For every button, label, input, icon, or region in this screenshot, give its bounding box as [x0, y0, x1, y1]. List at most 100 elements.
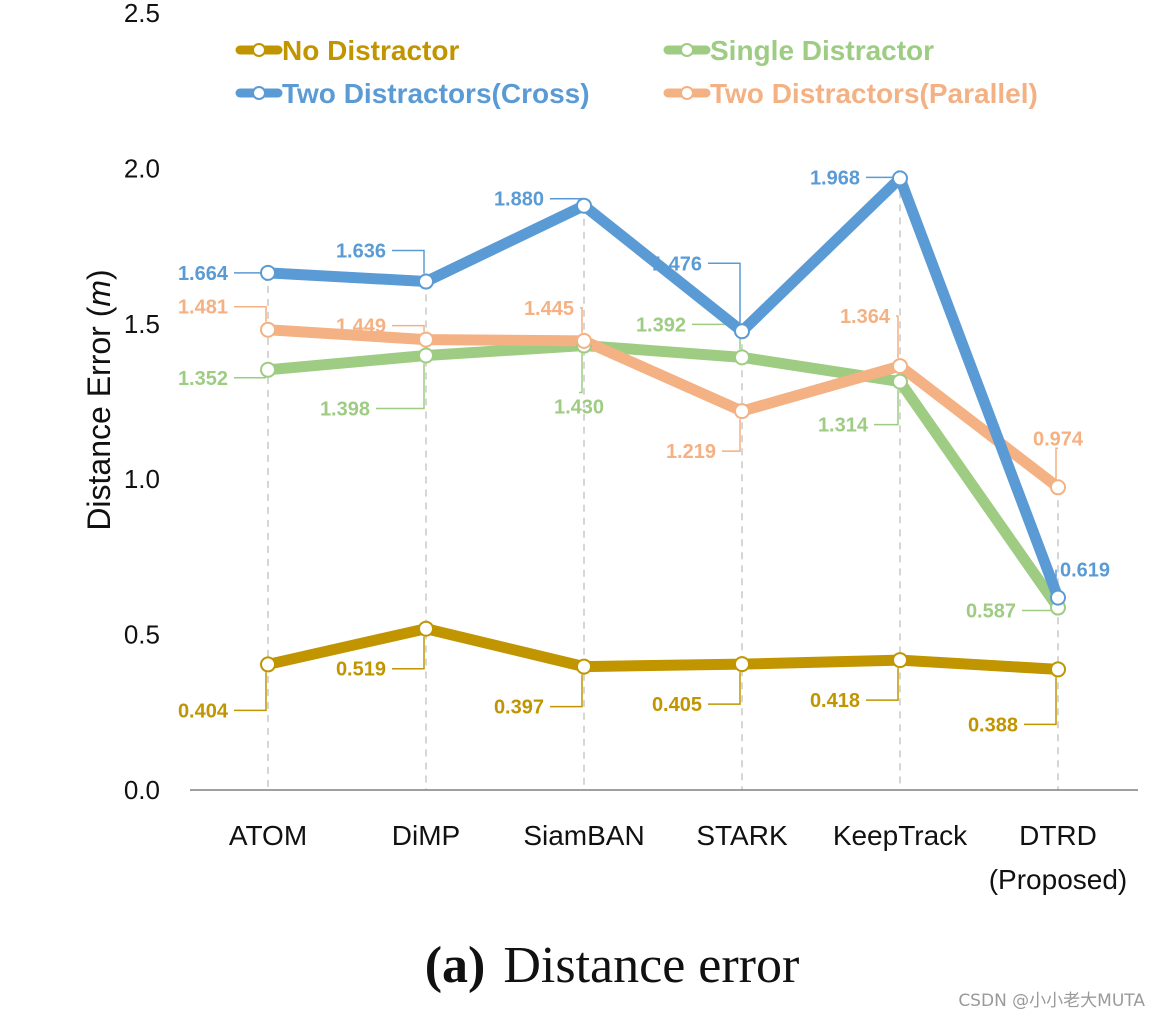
data-label: 0.397 [494, 697, 544, 719]
data-label: 1.636 [336, 241, 386, 263]
caption-letter: (a) [425, 937, 486, 994]
legend-label: Two Distractors(Cross) [282, 78, 590, 109]
series-marker [1050, 661, 1066, 678]
data-label: 1.880 [494, 189, 544, 211]
data-label: 1.449 [336, 316, 386, 338]
x-axis-categories: ATOM DiMP SiamBAN STARK KeepTrack DTRD (Propos… [229, 820, 1127, 895]
series-marker [734, 403, 750, 420]
y-tick-label: 1.5 [124, 309, 160, 339]
data-label: 0.974 [1033, 428, 1084, 450]
series-marker [418, 620, 434, 637]
data-label: 0.404 [178, 700, 229, 722]
x-category-label: SiamBAN [523, 820, 644, 851]
y-axis-label: Distance Error (m) [81, 269, 117, 530]
x-category-label: DTRD (Proposed) [989, 820, 1128, 895]
label-leader [1024, 677, 1057, 726]
x-category-label: STARK [696, 820, 788, 851]
data-label: 0.418 [810, 690, 860, 712]
series-marker [892, 652, 908, 669]
y-tick-label: 2.0 [124, 153, 160, 183]
series-marker [734, 323, 750, 340]
series-marker [260, 321, 276, 338]
caption-text: Distance error [503, 937, 799, 994]
legend-swatch-marker [252, 43, 266, 57]
data-label: 1.664 [178, 263, 229, 285]
label-leader [708, 672, 741, 705]
data-label: 1.445 [524, 298, 574, 320]
label-leader [1055, 447, 1058, 480]
figure-caption: (a) Distance error [425, 937, 800, 994]
label-leader [866, 668, 899, 701]
data-label: 0.619 [1060, 560, 1110, 582]
series-marker [1050, 589, 1066, 606]
data-label: 0.587 [966, 601, 1016, 623]
watermark-text: CSDN @小小老大MUTA [958, 991, 1145, 1011]
y-tick-label: 1.0 [124, 464, 160, 494]
legend-swatch-marker [680, 86, 694, 100]
label-leader [579, 353, 583, 394]
series-marker [260, 656, 276, 673]
series-marker [576, 658, 592, 675]
data-label: 1.398 [320, 399, 370, 421]
series-marker [892, 373, 908, 390]
data-label: 1.314 [818, 415, 869, 437]
label-leader [392, 324, 425, 332]
label-leader [376, 363, 425, 410]
series-markers [260, 170, 1066, 678]
data-label: 1.352 [178, 368, 228, 390]
series-marker [734, 349, 750, 366]
legend-label: Single Distractor [710, 35, 934, 66]
data-label: 0.388 [968, 714, 1018, 736]
series-marker [418, 347, 434, 364]
label-leader [708, 262, 741, 324]
data-label: 1.364 [840, 306, 891, 328]
label-leader [580, 307, 583, 333]
drop-lines [267, 178, 1059, 790]
data-labels: 0.404 0.519 0.397 0.405 0.418 0.388 1.352 1.398… [178, 167, 1110, 736]
data-label: 1.219 [666, 441, 716, 463]
series-marker [418, 331, 434, 348]
series-marker [418, 273, 434, 290]
series-line [262, 324, 1064, 493]
series-marker [734, 656, 750, 673]
y-tick-label: 0.0 [124, 775, 160, 805]
ylabel-prefix: Distance Error ( [81, 306, 117, 530]
label-leader [550, 674, 583, 708]
data-label: 1.968 [810, 167, 860, 189]
series-line [262, 340, 1064, 614]
label-leader [896, 315, 899, 359]
y-axis-ticks: 0.0 0.5 1.0 1.5 2.0 2.5 [124, 0, 160, 805]
series-marker [892, 358, 908, 375]
x-category-label: ATOM [229, 820, 307, 851]
legend-swatch-marker [252, 86, 266, 100]
label-leader [550, 197, 583, 200]
series-line [262, 623, 1064, 675]
series-marker [260, 361, 276, 378]
label-leader [1022, 609, 1057, 616]
series-marker [576, 332, 592, 349]
ylabel-unit: m [81, 280, 117, 307]
y-tick-label: 0.5 [124, 620, 160, 650]
x-category-label: DiMP [392, 820, 460, 851]
data-label: 0.519 [336, 659, 386, 681]
series-line [262, 172, 1064, 604]
series-marker [576, 197, 592, 214]
series-marker [260, 264, 276, 281]
y-tick-label: 2.5 [124, 0, 160, 28]
label-leader [722, 419, 741, 452]
label-leader [234, 672, 267, 712]
legend-label: Two Distractors(Parallel) [710, 78, 1038, 109]
legend-swatch-marker [680, 43, 694, 57]
x-category-label: KeepTrack [833, 820, 968, 851]
legend-label: No Distractor [282, 35, 459, 66]
data-label: 0.405 [652, 694, 702, 716]
label-leader [234, 305, 267, 322]
label-leader [392, 636, 425, 670]
ylabel-suffix: ) [81, 269, 117, 280]
legend: No Distractor Single Distractor Two Distra… [235, 35, 1038, 109]
series-marker [892, 170, 908, 187]
data-label: 1.476 [652, 253, 702, 275]
label-leader [392, 249, 425, 274]
series-lines [262, 172, 1064, 675]
